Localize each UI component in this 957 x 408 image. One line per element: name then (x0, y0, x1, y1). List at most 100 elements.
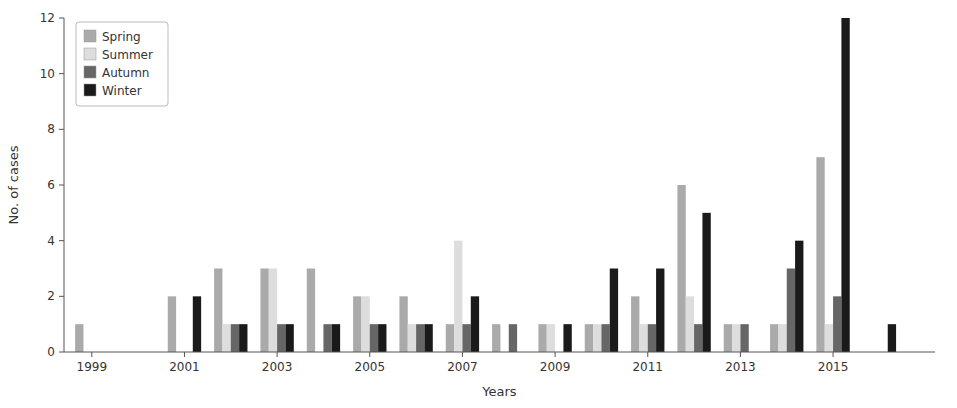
x-tick (647, 352, 648, 357)
y-tick (59, 129, 64, 130)
bar (353, 296, 361, 352)
bar (888, 324, 896, 352)
y-tick (59, 185, 64, 186)
bar (323, 324, 331, 352)
x-tick (740, 352, 741, 357)
y-tick-label: 6 (47, 178, 55, 192)
legend-swatch (84, 66, 96, 78)
legend-label: Summer (102, 48, 153, 62)
bar (285, 324, 293, 352)
bar (601, 324, 609, 352)
x-tick-label: 2011 (632, 360, 663, 374)
bar (740, 324, 748, 352)
legend-swatch (84, 30, 96, 42)
bar (795, 241, 803, 352)
bar (361, 296, 369, 352)
chart: 0 2 4 6 8 10 12 1999 2001 2003 2005 2007 2009 2011 201… (0, 0, 957, 408)
x-tick-label: 2013 (725, 360, 756, 374)
x-tick-label: 2007 (447, 360, 478, 374)
bar (260, 269, 268, 353)
y-tick-label: 10 (40, 67, 55, 81)
bar (648, 324, 656, 352)
bar (277, 324, 285, 352)
bar (770, 324, 778, 352)
legend-box (76, 22, 168, 106)
bar (168, 296, 176, 352)
x-tick (833, 352, 834, 357)
bar (408, 324, 416, 352)
legend-swatch (84, 84, 96, 96)
legend-label: Autumn (102, 66, 149, 80)
bar (677, 185, 685, 352)
bar (585, 324, 593, 352)
bar (399, 296, 407, 352)
bar (471, 296, 479, 352)
y-axis-label: No. of cases (6, 145, 21, 224)
bar (816, 157, 824, 352)
bar (509, 324, 517, 352)
bar (610, 269, 618, 353)
x-tick-label: 2003 (262, 360, 293, 374)
bar (370, 324, 378, 352)
bar (787, 269, 795, 353)
bar (446, 324, 454, 352)
legend-label: Winter (102, 84, 142, 98)
bar (75, 324, 83, 352)
bars (75, 18, 896, 352)
legend-swatch (84, 48, 96, 60)
bar (222, 324, 230, 352)
x-tick-label: 2005 (355, 360, 386, 374)
x-tick (91, 352, 92, 357)
bar (231, 324, 239, 352)
bar (631, 296, 639, 352)
y-tick-label: 4 (47, 234, 55, 248)
bar (193, 296, 201, 352)
bar (538, 324, 546, 352)
bar (563, 324, 571, 352)
legend: Spring Summer Autumn Winter (76, 22, 168, 106)
bar (378, 324, 386, 352)
y-tick-label: 0 (47, 345, 55, 359)
bar (332, 324, 340, 352)
bar (825, 324, 833, 352)
bar (724, 324, 732, 352)
bar (307, 269, 315, 353)
x-tick (462, 352, 463, 357)
x-axis-line (64, 352, 935, 353)
x-tick (277, 352, 278, 357)
y-tick-label: 12 (40, 11, 55, 25)
bar (547, 324, 555, 352)
y-tick-label: 8 (47, 122, 55, 136)
y-tick (59, 73, 64, 74)
x-tick (184, 352, 185, 357)
bar (702, 213, 710, 352)
y-tick (59, 18, 64, 19)
bar (686, 296, 694, 352)
bar (694, 324, 702, 352)
x-tick-label: 1999 (77, 360, 108, 374)
bar (239, 324, 247, 352)
x-axis-label: Years (481, 384, 517, 399)
x-tick-label: 2015 (818, 360, 849, 374)
bar (833, 296, 841, 352)
legend-label: Spring (102, 30, 141, 44)
bar (841, 18, 849, 352)
x-tick-label: 2009 (540, 360, 571, 374)
bar (214, 269, 222, 353)
bar (656, 269, 664, 353)
bar (492, 324, 500, 352)
y-tick (59, 296, 64, 297)
bar (639, 324, 647, 352)
bar (416, 324, 424, 352)
bar (462, 324, 470, 352)
bar (778, 324, 786, 352)
bar (424, 324, 432, 352)
bar (593, 324, 601, 352)
bar (732, 324, 740, 352)
y-tick-label: 2 (47, 289, 55, 303)
x-tick (555, 352, 556, 357)
y-tick (59, 240, 64, 241)
x-tick-label: 2001 (169, 360, 200, 374)
bar (454, 241, 462, 352)
x-tick (369, 352, 370, 357)
